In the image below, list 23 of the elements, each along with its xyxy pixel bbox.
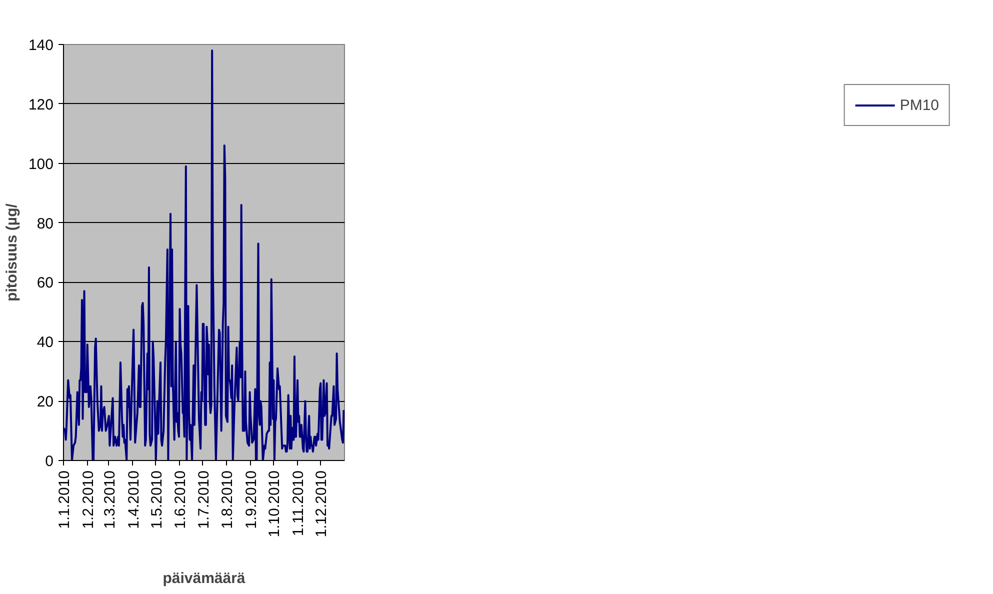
y-tick-label: 140 bbox=[28, 37, 54, 54]
x-tick-label: 1.8.2010 bbox=[219, 470, 236, 529]
y-tick-label: 0 bbox=[45, 453, 54, 470]
x-tick-label: 1.2.2010 bbox=[80, 470, 97, 529]
x-tick-label: 1.5.2010 bbox=[148, 470, 166, 529]
y-tick-label: 40 bbox=[36, 334, 54, 352]
y-axis-title: pitoisuus (µg/ bbox=[3, 202, 20, 302]
x-tick-label: 1.3.2010 bbox=[101, 470, 118, 529]
legend-label: PM10 bbox=[900, 96, 939, 114]
y-tick-label: 60 bbox=[36, 274, 54, 292]
x-tick-label: 1.6.2010 bbox=[172, 470, 190, 529]
x-tick-label: 1.9.2010 bbox=[243, 470, 260, 529]
x-tick-label: 1.7.2010 bbox=[195, 470, 212, 529]
x-tick-label: 1.10.2010 bbox=[266, 470, 284, 538]
x-axis-title: päivämäärä bbox=[162, 570, 246, 588]
x-tick-label: 1.1.2010 bbox=[56, 470, 73, 529]
y-tick-label: 100 bbox=[28, 156, 54, 173]
x-tick-label: 1.4.2010 bbox=[125, 470, 142, 529]
y-tick-label: 80 bbox=[36, 215, 54, 232]
y-tick-label: 120 bbox=[28, 96, 54, 114]
x-tick-label: 1.11.2010 bbox=[290, 470, 308, 536]
x-tick-label: 1.12.2010 bbox=[313, 470, 330, 538]
y-tick-label: 20 bbox=[36, 394, 54, 411]
